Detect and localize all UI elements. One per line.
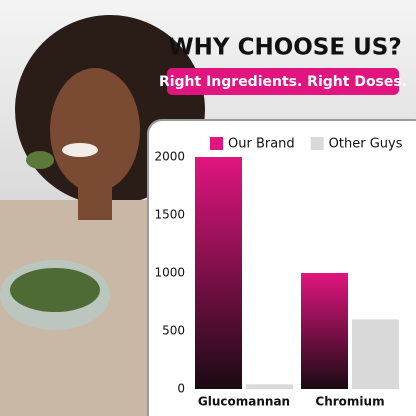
bar	[301, 273, 348, 389]
x-tick-label: Chromium	[315, 395, 384, 409]
legend-swatch	[310, 137, 324, 150]
y-tick-label: 0	[177, 382, 185, 396]
bar	[195, 157, 242, 389]
legend-swatch	[210, 137, 223, 150]
subtitle-banner	[167, 68, 399, 95]
title: WHY CHOOSE US?	[168, 35, 401, 61]
bar	[246, 384, 293, 389]
bar	[352, 319, 399, 389]
legend-label: Other Guys	[329, 137, 403, 152]
subtitle: Right Ingredients. Right Doses.	[159, 74, 407, 90]
y-tick-label: 1500	[154, 208, 185, 222]
y-tick-label: 500	[162, 324, 185, 338]
x-tick-label: Glucomannan	[198, 395, 290, 409]
legend-label: Our Brand	[228, 137, 295, 152]
y-tick-label: 2000	[154, 150, 185, 164]
plot: 0 500 1000 1500 2000 Our Brand Other Guys Gluco…	[154, 137, 402, 409]
y-tick-label: 1000	[154, 266, 185, 280]
